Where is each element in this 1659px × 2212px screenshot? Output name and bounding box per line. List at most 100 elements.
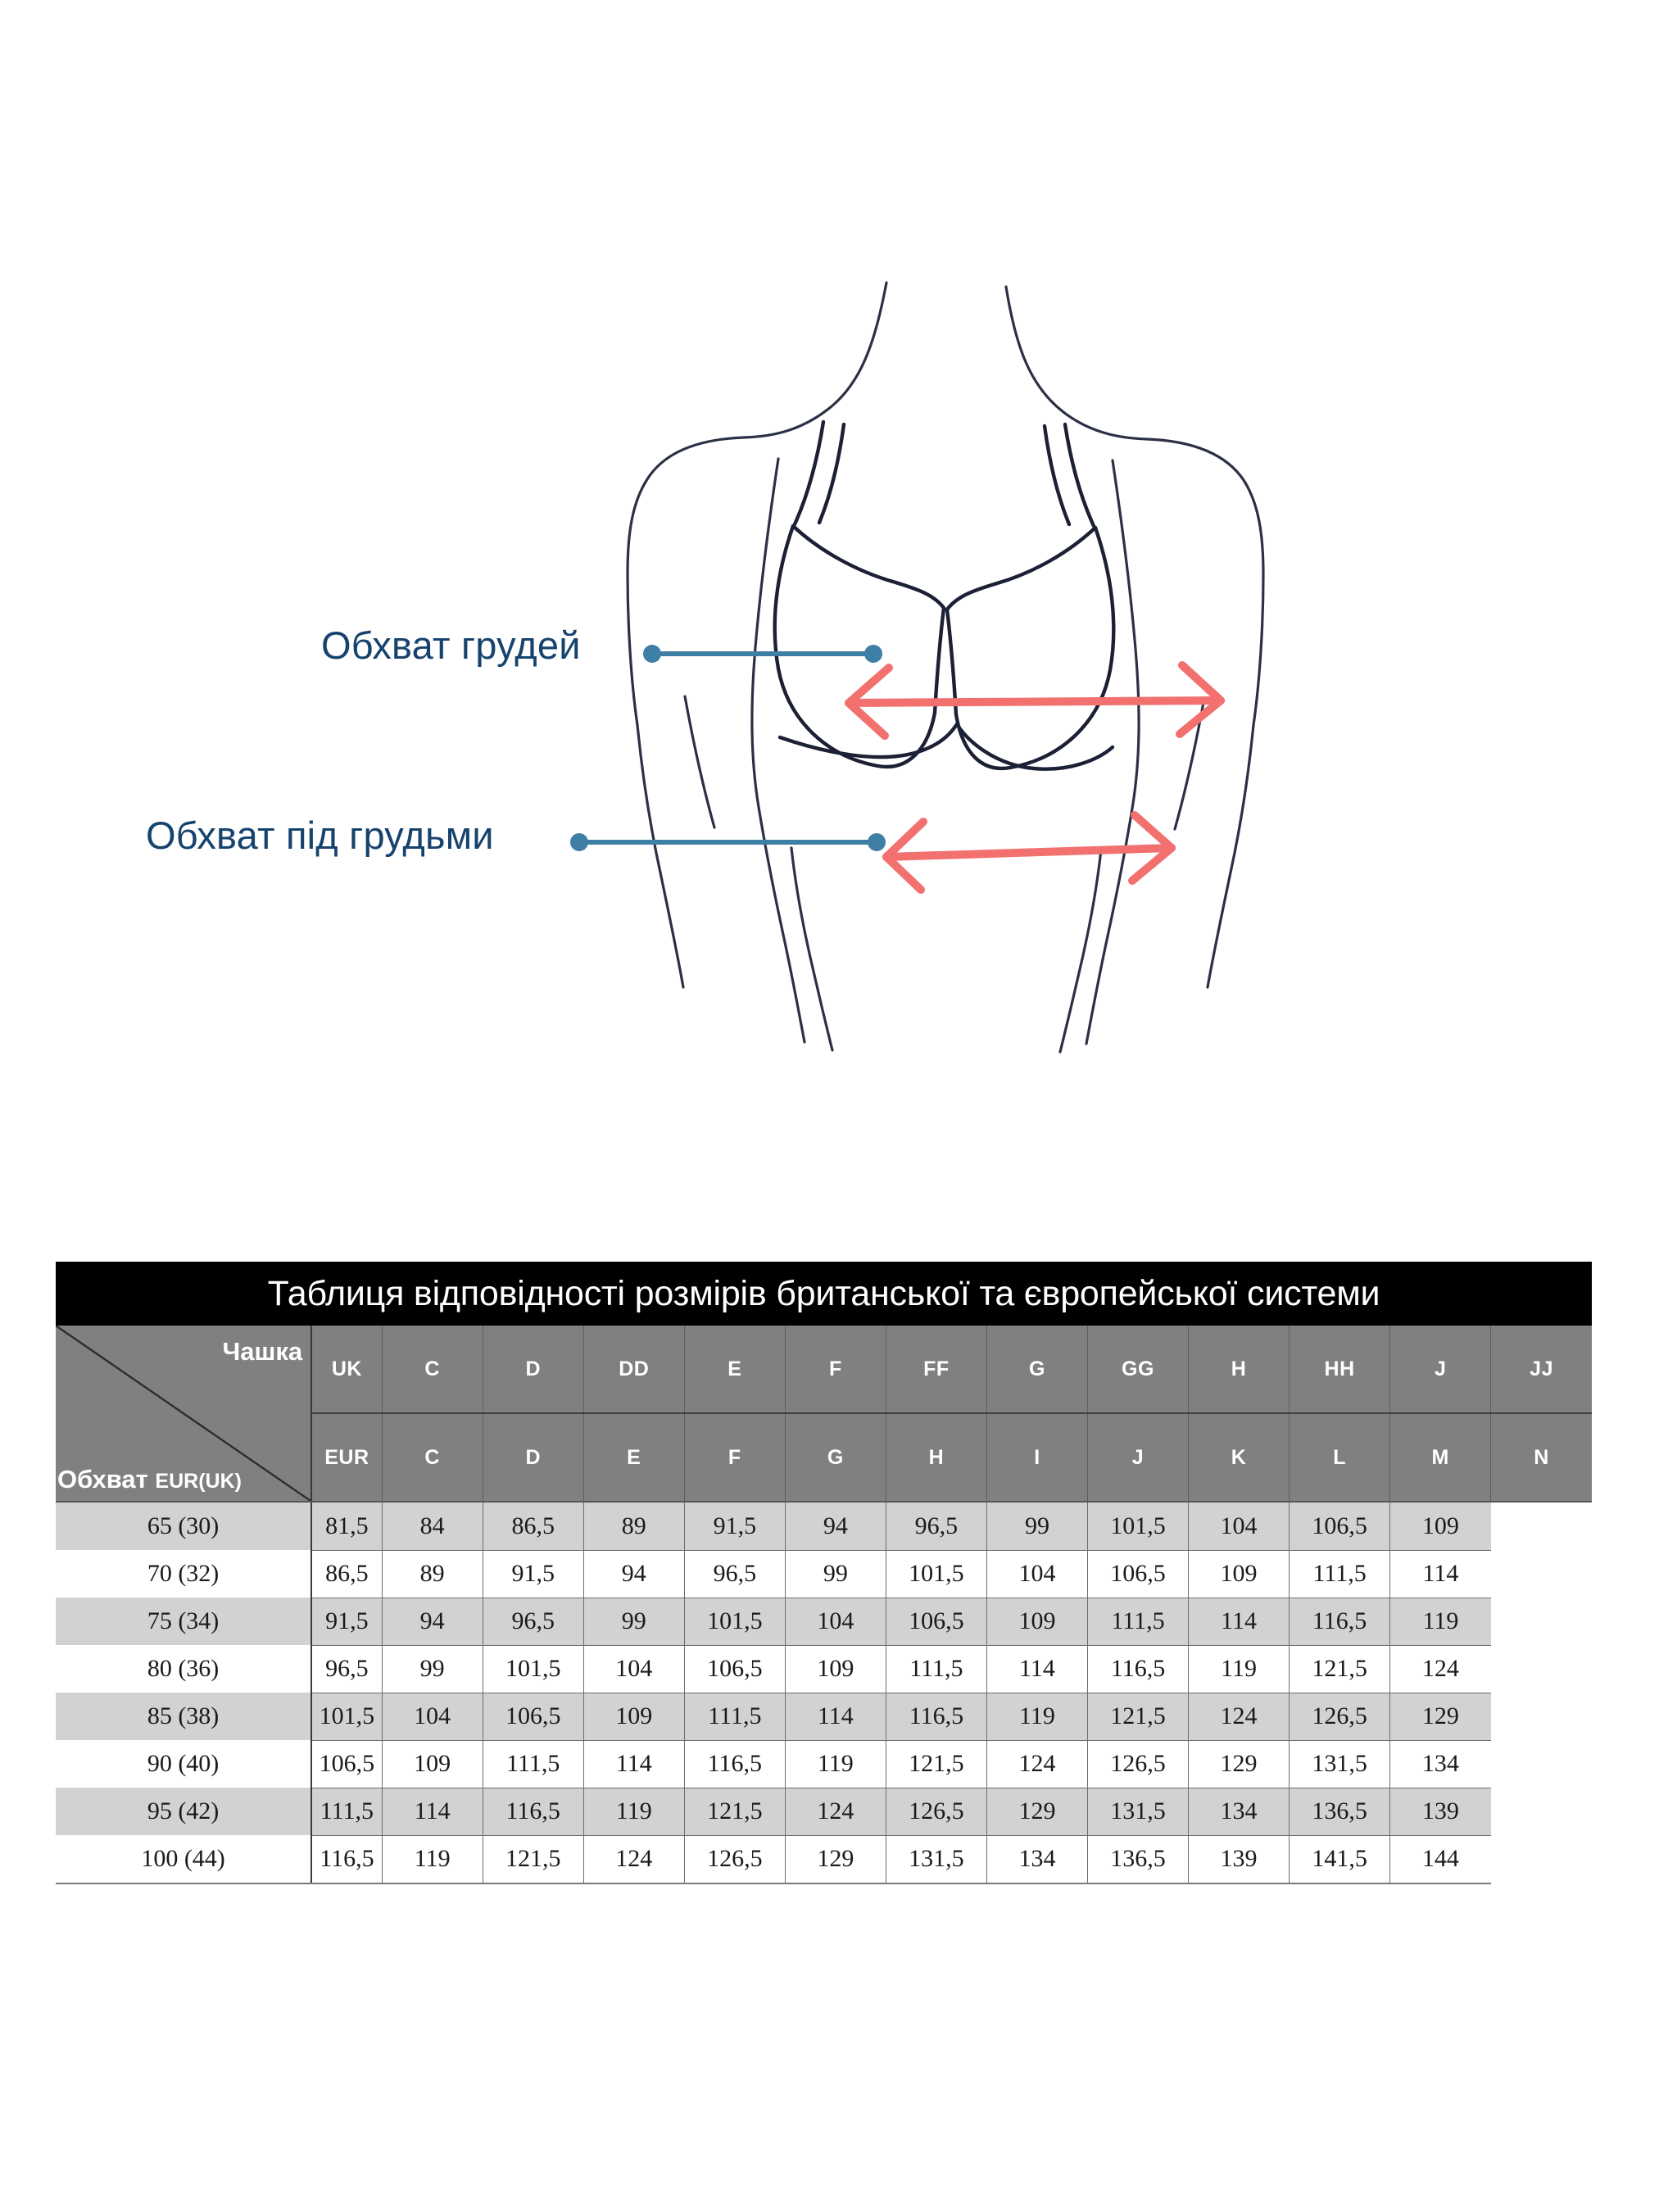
table-cell: 114	[382, 1788, 483, 1836]
table-cell: 116,5	[1289, 1598, 1391, 1646]
table-cell: 124	[785, 1788, 886, 1836]
girth-axis-label-unit: EUR(UK)	[155, 1470, 242, 1493]
table-cell: 114	[1188, 1598, 1290, 1646]
torso-diagram-svg	[570, 281, 1265, 1054]
table-row: 95 (42) 111,5 114 116,5 119 121,5 124 12…	[56, 1788, 1592, 1836]
table-cell: 104	[382, 1693, 483, 1741]
table-cell: 94	[785, 1502, 886, 1551]
table-cell: 119	[1389, 1598, 1491, 1646]
table-cell: 136,5	[1087, 1835, 1190, 1884]
corner-header-cell: Чашка Обхват EUR(UK)	[56, 1326, 313, 1503]
table-cell: 111,5	[1289, 1550, 1391, 1598]
table-cell: 104	[1188, 1502, 1290, 1551]
uk-cup-header: J	[1389, 1326, 1492, 1414]
cup-axis-label: Чашка	[222, 1337, 303, 1366]
uk-cup-header: E	[684, 1326, 786, 1414]
table-cell: 131,5	[1087, 1788, 1190, 1836]
uk-cup-header: DD	[583, 1326, 685, 1414]
underbust-connector-line	[570, 833, 886, 851]
table-cell: 86,5	[311, 1550, 383, 1598]
table-row: 70 (32) 86,5 89 91,5 94 96,5 99 101,5 10…	[56, 1550, 1592, 1598]
table-cell: 131,5	[886, 1835, 987, 1884]
girth-axis-label: Обхват EUR(UK)	[57, 1465, 242, 1494]
table-cell: 114	[785, 1693, 886, 1741]
table-cell: 109	[1389, 1502, 1491, 1551]
table-cell: 104	[986, 1550, 1088, 1598]
table-cell: 119	[785, 1740, 886, 1788]
table-cell: 81,5	[311, 1502, 383, 1551]
table-cell: 126,5	[1289, 1693, 1391, 1741]
table-cell: 119	[583, 1788, 685, 1836]
table-cell: 101,5	[483, 1645, 584, 1693]
uk-cup-header: F	[785, 1326, 886, 1414]
bust-connector-line	[643, 645, 882, 663]
row-label: 65 (30)	[56, 1502, 313, 1550]
uk-cup-header: GG	[1087, 1326, 1190, 1414]
table-cell: 111,5	[684, 1693, 786, 1741]
table-cell: 121,5	[684, 1788, 786, 1836]
table-cell: 106,5	[311, 1740, 383, 1788]
table-cell: 126,5	[684, 1835, 786, 1884]
table-cell: 89	[382, 1550, 483, 1598]
uk-cup-header: HH	[1289, 1326, 1391, 1414]
table-cell: 111,5	[1087, 1598, 1190, 1646]
table-cell: 109	[785, 1645, 886, 1693]
row-label: 70 (32)	[56, 1550, 313, 1598]
uk-cup-header: JJ	[1490, 1326, 1592, 1414]
table-cell: 101,5	[311, 1693, 383, 1741]
table-cell: 116,5	[483, 1788, 584, 1836]
eur-cup-header: I	[986, 1413, 1088, 1503]
table-cell: 119	[986, 1693, 1088, 1741]
table-cell: 106,5	[1289, 1502, 1391, 1551]
table-cell: 114	[1389, 1550, 1491, 1598]
table-cell: 99	[382, 1645, 483, 1693]
size-table: Таблиця відповідності розмірів британськ…	[56, 1262, 1592, 1884]
eur-cup-header: L	[1289, 1413, 1391, 1503]
table-cell: 139	[1389, 1788, 1491, 1836]
table-cell: 121,5	[886, 1740, 987, 1788]
table-row: 65 (30) 81,5 84 86,5 89 91,5 94 96,5 99 …	[56, 1502, 1592, 1551]
table-cell: 116,5	[1087, 1645, 1190, 1693]
table-cell: 131,5	[1289, 1740, 1391, 1788]
table-cell: 129	[1389, 1693, 1491, 1741]
table-cell: 89	[583, 1502, 685, 1551]
table-cell: 91,5	[311, 1598, 383, 1646]
table-row: 90 (40) 106,5 109 111,5 114 116,5 119 12…	[56, 1740, 1592, 1788]
table-cell: 119	[1188, 1645, 1290, 1693]
table-cell: 114	[986, 1645, 1088, 1693]
table-cell: 141,5	[1289, 1835, 1391, 1884]
table-cell: 96,5	[311, 1645, 383, 1693]
table-cell: 91,5	[483, 1550, 584, 1598]
table-cell: 124	[986, 1740, 1088, 1788]
system-label-uk: UK	[311, 1326, 383, 1414]
table-cell: 116,5	[684, 1740, 786, 1788]
table-cell: 94	[382, 1598, 483, 1646]
table-cell: 134	[1389, 1740, 1491, 1788]
table-cell: 134	[986, 1835, 1088, 1884]
table-title-row: Таблиця відповідності розмірів британськ…	[56, 1262, 1592, 1326]
row-label: 80 (36)	[56, 1645, 313, 1693]
bust-measure-label: Обхват грудей	[321, 623, 581, 667]
eur-cup-header: G	[785, 1413, 886, 1503]
table-cell: 121,5	[1289, 1645, 1391, 1693]
torso-outline-icon	[626, 281, 1265, 1054]
table-cell: 101,5	[886, 1550, 987, 1598]
table-cell: 111,5	[311, 1788, 383, 1836]
table-cell: 119	[382, 1835, 483, 1884]
row-label: 85 (38)	[56, 1693, 313, 1740]
girth-axis-label-main: Обхват	[57, 1465, 156, 1494]
table-cell: 129	[986, 1788, 1088, 1836]
table-cell: 96,5	[483, 1598, 584, 1646]
system-label-eur: EUR	[311, 1413, 383, 1503]
header-row-eur: EUR C D E F G H I J K L M N	[56, 1413, 1592, 1503]
table-cell: 116,5	[886, 1693, 987, 1741]
table-cell: 124	[583, 1835, 685, 1884]
header-row-uk: Чашка Обхват EUR(UK) UK C D DD E F FF G …	[56, 1326, 1592, 1503]
table-cell: 104	[785, 1598, 886, 1646]
table-row: 80 (36) 96,5 99 101,5 104 106,5 109 111,…	[56, 1645, 1592, 1693]
bra-outline-icon	[773, 419, 1116, 771]
table-cell: 116,5	[311, 1835, 383, 1884]
table-cell: 101,5	[1087, 1502, 1190, 1551]
table-cell: 126,5	[886, 1788, 987, 1836]
table-cell: 134	[1188, 1788, 1290, 1836]
